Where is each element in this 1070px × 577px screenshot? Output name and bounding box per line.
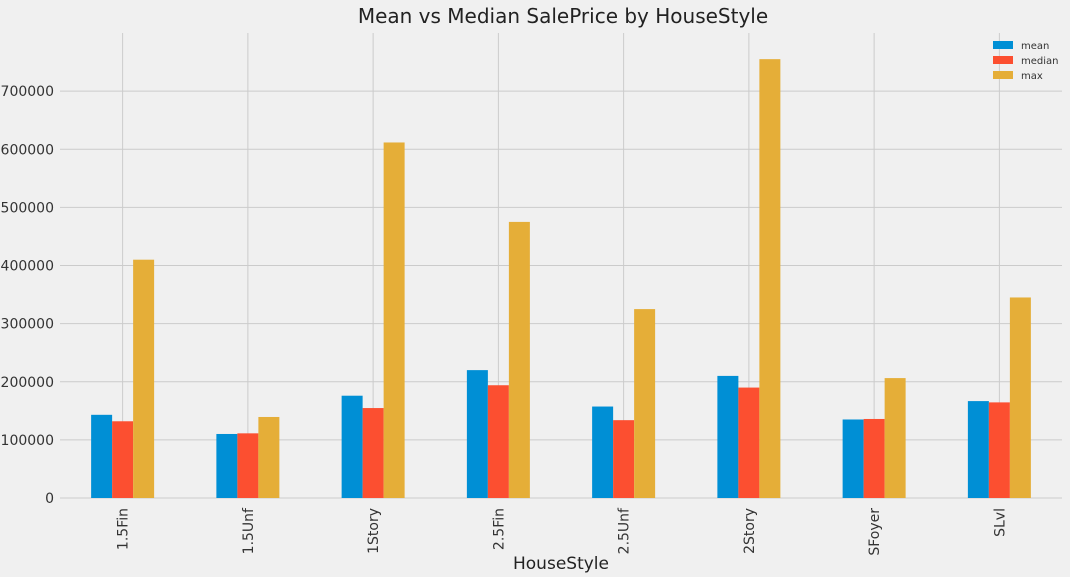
legend-label-mean: mean	[1021, 41, 1049, 52]
bar-max-2.5Fin	[508, 221, 530, 498]
bar-median-1.5Unf	[237, 433, 259, 498]
legend-swatch-max	[993, 71, 1013, 79]
bar-mean-1Story	[341, 395, 363, 498]
y-tick-label: 100000	[1, 433, 54, 449]
y-tick-label: 600000	[1, 142, 54, 158]
bar-median-SLvl	[988, 402, 1010, 498]
y-tick-labels: 0 100000 200000 300000 400000 500000 600000 700…	[1, 84, 54, 507]
legend-swatch-mean	[993, 41, 1013, 49]
bar-median-2.5Unf	[613, 420, 635, 498]
bar-median-1.5Fin	[112, 421, 134, 498]
x-tick-label: SLvl	[992, 508, 1008, 537]
y-tick-label: 300000	[1, 317, 54, 333]
x-tick-label: 2.5Fin	[491, 508, 507, 550]
bar-max-1.5Fin	[133, 259, 155, 498]
bar-mean-1.5Unf	[216, 433, 238, 498]
x-tick-label: 1.5Fin	[116, 508, 132, 550]
x-tick-label: 2.5Unf	[617, 507, 633, 554]
x-axis-label: HouseStyle	[513, 554, 609, 574]
x-tick-label: 1Story	[366, 508, 382, 554]
bar-median-2Story	[738, 387, 760, 498]
y-tick-label: 400000	[1, 259, 54, 275]
y-tick-label: 500000	[1, 200, 54, 216]
legend-label-median: median	[1021, 56, 1059, 67]
bar-max-1.5Unf	[258, 416, 280, 498]
bar-mean-2Story	[717, 375, 739, 498]
legend-swatch-median	[993, 56, 1013, 64]
bar-max-2.5Unf	[634, 309, 656, 498]
x-tick-label: SFoyer	[867, 508, 883, 556]
bar-mean-2.5Fin	[466, 370, 488, 498]
bar-mean-SFoyer	[842, 419, 864, 498]
bars-layer	[91, 59, 1031, 498]
bar-max-SLvl	[1009, 297, 1031, 498]
x-tick-label: 2Story	[742, 508, 758, 554]
chart-title: Mean vs Median SalePrice by HouseStyle	[358, 4, 768, 28]
bar-median-2.5Fin	[487, 385, 509, 498]
bar-max-2Story	[759, 59, 781, 498]
y-tick-label: 0	[45, 491, 54, 507]
x-tick-labels: 1.5Fin 1.5Unf 1Story 2.5Fin 2.5Unf 2Story SFoy…	[116, 507, 1009, 556]
bar-mean-SLvl	[967, 401, 989, 498]
y-tick-label: 700000	[1, 84, 54, 100]
legend: mean median max	[993, 41, 1059, 82]
bar-max-SFoyer	[884, 378, 906, 498]
bar-median-SFoyer	[863, 418, 885, 498]
legend-label-max: max	[1021, 71, 1043, 82]
bar-max-1Story	[383, 142, 405, 498]
bar-mean-2.5Unf	[592, 406, 614, 498]
x-tick-label: 1.5Unf	[241, 507, 257, 554]
y-tick-label: 200000	[1, 375, 54, 391]
bar-median-1Story	[362, 408, 384, 498]
bar-mean-1.5Fin	[91, 414, 113, 498]
